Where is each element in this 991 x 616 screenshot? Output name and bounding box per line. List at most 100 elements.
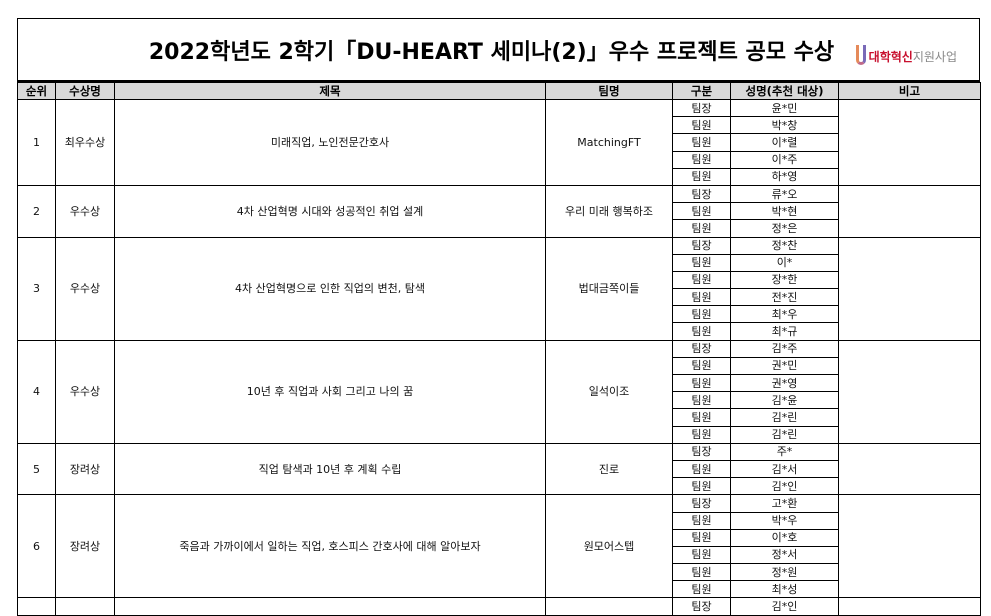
role-cell[interactable]: 팀장 [672, 98, 731, 118]
member-name-cell[interactable]: 최*우 [730, 305, 839, 324]
member-name-cell[interactable]: 류*오 [730, 184, 839, 204]
member-name-cell[interactable]: 정*찬 [730, 236, 839, 255]
title-cell[interactable]: 2022학년도 2학기「DU-HEART 세미나(2)」우수 프로젝트 공모 수… [17, 18, 980, 82]
role-cell[interactable]: 팀원 [672, 580, 731, 599]
role-cell[interactable]: 팀원 [672, 563, 731, 582]
member-name-cell[interactable]: 박*현 [730, 202, 839, 221]
role-cell[interactable]: 팀원 [672, 167, 731, 186]
role-cell[interactable]: 팀장 [672, 236, 731, 255]
role-cell[interactable]: 팀원 [672, 322, 731, 341]
role-cell[interactable]: 팀원 [672, 545, 731, 565]
rank-cell[interactable] [17, 597, 56, 616]
role-cell[interactable]: 팀원 [672, 202, 731, 221]
subject-cell[interactable]: 4차 산업혁명으로 인한 직업의 변천, 탐색 [114, 236, 546, 341]
team-cell[interactable]: 원모어스텝 [545, 494, 673, 599]
award-cell[interactable]: 우수상 [55, 339, 115, 444]
note-cell[interactable] [838, 494, 981, 599]
note-cell[interactable] [838, 339, 981, 444]
header-award[interactable]: 수상명 [55, 82, 115, 100]
header-note[interactable]: 비고 [838, 82, 981, 100]
award-cell[interactable]: 우수상 [55, 184, 115, 238]
header-role[interactable]: 구분 [672, 82, 731, 100]
rank-cell[interactable]: 6 [17, 494, 56, 599]
member-name-cell[interactable]: 최*규 [730, 322, 839, 341]
role-cell[interactable]: 팀장 [672, 442, 731, 461]
role-cell[interactable]: 팀장 [672, 339, 731, 358]
header-subject[interactable]: 제목 [114, 82, 546, 100]
member-name-cell[interactable]: 이*렬 [730, 133, 839, 152]
role-cell[interactable]: 팀원 [672, 150, 731, 169]
role-cell[interactable]: 팀장 [672, 494, 731, 513]
team-cell[interactable]: 법대금쪽이들 [545, 236, 673, 341]
header-team[interactable]: 팀명 [545, 82, 673, 100]
member-name-cell[interactable]: 최*성 [730, 580, 839, 599]
member-name-cell[interactable]: 윤*민 [730, 98, 839, 118]
member-name-cell[interactable]: 전*진 [730, 288, 839, 307]
member-name-cell[interactable]: 김*린 [730, 425, 839, 444]
team-cell[interactable]: MatchingFT [545, 99, 673, 186]
member-name-cell[interactable]: 주* [730, 442, 839, 461]
member-name-cell[interactable]: 김*인 [730, 477, 839, 496]
member-name-cell[interactable]: 권*민 [730, 356, 839, 376]
role-cell[interactable]: 팀원 [672, 305, 731, 324]
rank-cell[interactable]: 3 [17, 236, 56, 341]
member-name-cell[interactable]: 고*환 [730, 494, 839, 513]
rank-cell[interactable]: 1 [17, 99, 56, 186]
role-cell[interactable]: 팀원 [672, 116, 731, 135]
role-cell[interactable]: 팀원 [672, 511, 731, 530]
role-cell[interactable]: 팀원 [672, 408, 731, 427]
team-cell[interactable] [545, 597, 673, 616]
member-name-cell[interactable]: 김*린 [730, 408, 839, 427]
role-cell[interactable]: 팀원 [672, 477, 731, 496]
award-cell[interactable]: 우수상 [55, 236, 115, 341]
role-cell[interactable]: 팀원 [672, 288, 731, 307]
member-name-cell[interactable]: 김*주 [730, 339, 839, 358]
role-cell[interactable]: 팀원 [672, 459, 731, 479]
award-cell[interactable]: 장려상 [55, 442, 115, 496]
team-cell[interactable]: 일석이조 [545, 339, 673, 444]
role-cell[interactable]: 팀원 [672, 425, 731, 444]
member-name-cell[interactable]: 하*영 [730, 167, 839, 186]
note-cell[interactable] [838, 99, 981, 186]
subject-cell[interactable]: 직업 탐색과 10년 후 계획 수립 [114, 442, 546, 496]
role-cell[interactable]: 팀원 [672, 373, 731, 393]
member-name-cell[interactable]: 장*한 [730, 270, 839, 290]
member-name-cell[interactable]: 이* [730, 253, 839, 272]
rank-cell[interactable]: 2 [17, 184, 56, 238]
role-cell[interactable]: 팀원 [672, 253, 731, 272]
member-name-cell[interactable]: 김*윤 [730, 391, 839, 410]
note-cell[interactable] [838, 236, 981, 341]
role-cell[interactable]: 팀원 [672, 219, 731, 238]
role-cell[interactable]: 팀원 [672, 270, 731, 290]
subject-cell[interactable]: 죽음과 가까이에서 일하는 직업, 호스피스 간호사에 대해 알아보자 [114, 494, 546, 599]
subject-cell[interactable]: 10년 후 직업과 사회 그리고 나의 꿈 [114, 339, 546, 444]
member-name-cell[interactable]: 김*인 [730, 597, 839, 616]
member-name-cell[interactable]: 박*우 [730, 511, 839, 530]
award-cell[interactable]: 최우수상 [55, 99, 115, 186]
team-cell[interactable]: 우리 미래 행복하조 [545, 184, 673, 238]
member-name-cell[interactable]: 권*영 [730, 373, 839, 393]
subject-cell[interactable]: 미래직업, 노인전문간호사 [114, 99, 546, 186]
note-cell[interactable] [838, 442, 981, 496]
award-cell[interactable]: 장려상 [55, 494, 115, 599]
member-name-cell[interactable]: 김*서 [730, 459, 839, 479]
role-cell[interactable]: 팀원 [672, 528, 731, 547]
role-cell[interactable]: 팀원 [672, 356, 731, 376]
role-cell[interactable]: 팀장 [672, 597, 731, 616]
subject-cell[interactable] [114, 597, 546, 616]
rank-cell[interactable]: 5 [17, 442, 56, 496]
member-name-cell[interactable]: 정*서 [730, 545, 839, 565]
member-name-cell[interactable]: 박*창 [730, 116, 839, 135]
header-rank[interactable]: 순위 [17, 82, 56, 100]
member-name-cell[interactable]: 이*호 [730, 528, 839, 547]
rank-cell[interactable]: 4 [17, 339, 56, 444]
header-name[interactable]: 성명(추천 대상) [730, 82, 839, 100]
note-cell[interactable] [838, 184, 981, 238]
role-cell[interactable]: 팀원 [672, 391, 731, 410]
member-name-cell[interactable]: 정*원 [730, 563, 839, 582]
role-cell[interactable]: 팀원 [672, 133, 731, 152]
role-cell[interactable]: 팀장 [672, 184, 731, 204]
note-cell[interactable] [838, 597, 981, 616]
subject-cell[interactable]: 4차 산업혁명 시대와 성공적인 취업 설계 [114, 184, 546, 238]
member-name-cell[interactable]: 이*주 [730, 150, 839, 169]
